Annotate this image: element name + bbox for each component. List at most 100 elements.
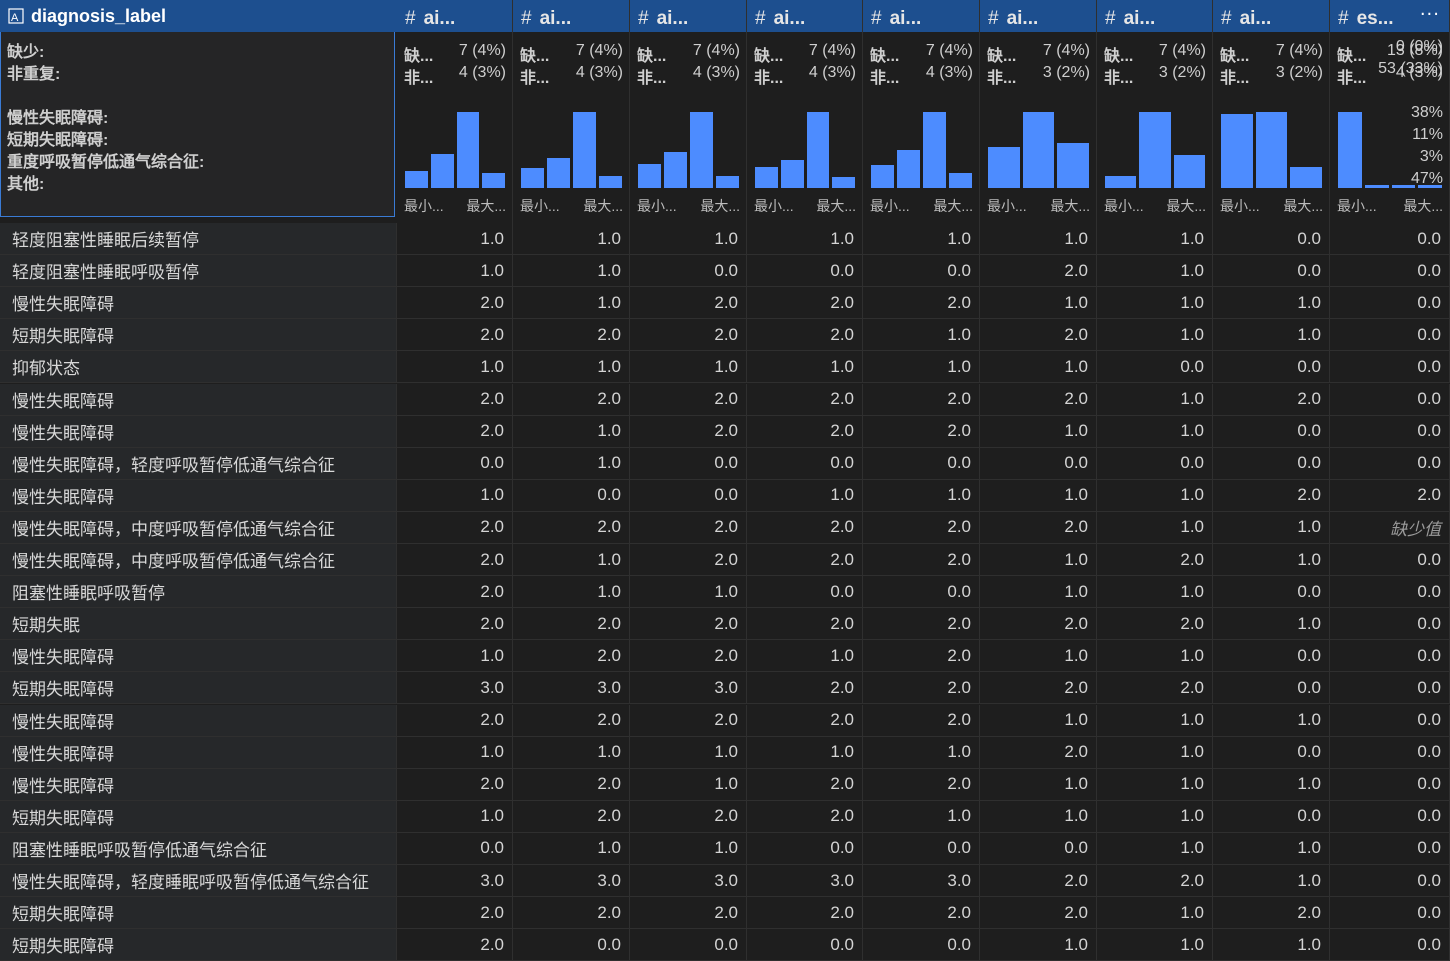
- diagnosis-label-cell[interactable]: 慢性失眠障碍: [0, 415, 397, 448]
- value-cell[interactable]: 2.0: [513, 511, 630, 544]
- value-cell[interactable]: 1.0: [863, 479, 980, 512]
- value-cell[interactable]: 1.0: [863, 319, 980, 352]
- value-cell[interactable]: 2.0: [747, 544, 863, 576]
- value-cell[interactable]: 2.0: [397, 576, 513, 609]
- value-cell[interactable]: 0.0: [747, 832, 863, 865]
- table-row[interactable]: 慢性失眠障碍 2.0 2.0 1.0 2.0 2.0 1.0 1.0 1.0 0.0: [0, 768, 1450, 801]
- column-title[interactable]: # ai...: [988, 8, 1038, 30]
- value-cell[interactable]: 2.0: [863, 704, 980, 737]
- column-title[interactable]: # ai...: [871, 8, 921, 30]
- value-cell[interactable]: 2.0: [397, 768, 513, 801]
- value-cell[interactable]: 2.0: [397, 704, 513, 737]
- value-cell[interactable]: 1.0: [747, 223, 863, 255]
- diagnosis-label-cell[interactable]: 慢性失眠障碍: [0, 736, 397, 769]
- value-cell[interactable]: 2.0: [513, 319, 630, 352]
- value-cell[interactable]: 1.0: [1097, 415, 1213, 448]
- table-row[interactable]: 短期失眠障碍 1.0 2.0 2.0 2.0 1.0 1.0 1.0 0.0 0.0: [0, 800, 1450, 833]
- value-cell[interactable]: 0.0: [980, 447, 1097, 480]
- column-title[interactable]: # ai...: [755, 8, 805, 30]
- diagnosis-label-cell[interactable]: 短期失眠障碍: [0, 929, 397, 961]
- value-cell[interactable]: 1.0: [1097, 319, 1213, 352]
- value-cell[interactable]: 2.0: [1097, 544, 1213, 576]
- value-cell[interactable]: 2.0: [1213, 479, 1330, 512]
- value-cell[interactable]: 0.0: [1213, 672, 1330, 705]
- value-cell[interactable]: 2.0: [980, 608, 1097, 641]
- value-cell[interactable]: 2.0: [397, 929, 513, 961]
- histogram-bar[interactable]: [1139, 112, 1171, 188]
- value-cell[interactable]: 1.0: [980, 768, 1097, 801]
- value-cell[interactable]: 1.0: [1213, 929, 1330, 961]
- diagnosis-label-cell[interactable]: 短期失眠障碍: [0, 800, 397, 833]
- column-title[interactable]: # ai...: [1105, 8, 1155, 30]
- missing-value-cell[interactable]: 缺少值: [1330, 511, 1450, 544]
- value-cell[interactable]: 2.0: [747, 672, 863, 705]
- histogram-bar[interactable]: [988, 146, 1020, 188]
- histogram-bar[interactable]: [599, 175, 622, 188]
- value-cell[interactable]: 2.0: [397, 383, 513, 416]
- column-header[interactable]: # ai... 缺... 7 (4%) 非... 4 (3%) 最小... 最大...: [863, 0, 980, 223]
- table-row[interactable]: 短期失眠障碍 2.0 0.0 0.0 0.0 0.0 1.0 1.0 1.0 0.0: [0, 929, 1450, 961]
- value-cell[interactable]: 0.0: [1213, 800, 1330, 833]
- value-cell[interactable]: 0.0: [1330, 672, 1450, 705]
- value-cell[interactable]: 2.0: [397, 608, 513, 641]
- value-cell[interactable]: 1.0: [513, 255, 630, 288]
- value-cell[interactable]: 1.0: [747, 479, 863, 512]
- value-cell[interactable]: 0.0: [1330, 287, 1450, 320]
- value-cell[interactable]: 1.0: [1097, 287, 1213, 320]
- value-cell[interactable]: 1.0: [1213, 768, 1330, 801]
- histogram-bar[interactable]: [806, 112, 830, 188]
- value-cell[interactable]: 1.0: [513, 223, 630, 255]
- value-cell[interactable]: 2.0: [747, 319, 863, 352]
- value-cell[interactable]: 2.0: [863, 672, 980, 705]
- histogram[interactable]: [1338, 108, 1442, 188]
- value-cell[interactable]: 0.0: [747, 447, 863, 480]
- diagnosis-label-cell[interactable]: 短期失眠障碍: [0, 672, 397, 705]
- diagnosis-label-cell[interactable]: 慢性失眠障碍，轻度睡眠呼吸暂停低通气综合征: [0, 865, 397, 897]
- value-cell[interactable]: 2.0: [1097, 865, 1213, 897]
- diagnosis-label-cell[interactable]: 阻塞性睡眠呼吸暂停低通气综合征: [0, 832, 397, 865]
- histogram[interactable]: [988, 108, 1089, 188]
- column-header[interactable]: # es... 缺... 13 (8%) 非... 4 (3%) 最小... 最大...: [1330, 0, 1450, 223]
- column-header[interactable]: # ai... 缺... 7 (4%) 非... 4 (3%) 最小... 最大...: [630, 0, 747, 223]
- table-row[interactable]: 慢性失眠障碍，中度呼吸暂停低通气综合征 2.0 1.0 2.0 2.0 2.0 1.0 2.0…: [0, 544, 1450, 576]
- diagnosis-label-cell[interactable]: 慢性失眠障碍: [0, 640, 397, 673]
- value-cell[interactable]: 3.0: [513, 672, 630, 705]
- value-cell[interactable]: 2.0: [980, 255, 1097, 288]
- table-row[interactable]: 轻度阻塞性睡眠后续暂停 1.0 1.0 1.0 1.0 1.0 1.0 1.0 0.0 0.0: [0, 223, 1450, 255]
- value-cell[interactable]: 1.0: [747, 736, 863, 769]
- value-cell[interactable]: 1.0: [863, 736, 980, 769]
- value-cell[interactable]: 0.0: [1330, 929, 1450, 961]
- value-cell[interactable]: 0.0: [1097, 447, 1213, 480]
- value-cell[interactable]: 2.0: [630, 640, 747, 673]
- column-header-diagnosis-label[interactable]: A diagnosis_label ··· 缺少: 0 (0%) 非重复: 53…: [0, 0, 1450, 217]
- value-cell[interactable]: 3.0: [747, 865, 863, 897]
- histogram-bar[interactable]: [923, 112, 946, 188]
- diagnosis-label-cell[interactable]: 阻塞性睡眠呼吸暂停: [0, 576, 397, 609]
- value-cell[interactable]: 0.0: [630, 255, 747, 288]
- table-row[interactable]: 阻塞性睡眠呼吸暂停低通气综合征 0.0 1.0 1.0 0.0 0.0 0.0 1.0 1.0 0…: [0, 832, 1450, 865]
- value-cell[interactable]: 2.0: [980, 319, 1097, 352]
- value-cell[interactable]: 1.0: [1097, 736, 1213, 769]
- histogram-bar[interactable]: [521, 168, 544, 188]
- value-cell[interactable]: 2.0: [397, 287, 513, 320]
- table-row[interactable]: 慢性失眠障碍 1.0 0.0 0.0 1.0 1.0 1.0 1.0 2.0 2.0: [0, 479, 1450, 512]
- value-cell[interactable]: 1.0: [513, 447, 630, 480]
- diagnosis-label-cell[interactable]: 慢性失眠障碍，中度呼吸暂停低通气综合征: [0, 511, 397, 544]
- value-cell[interactable]: 2.0: [747, 800, 863, 833]
- value-cell[interactable]: 2.0: [630, 415, 747, 448]
- value-cell[interactable]: 0.0: [1330, 383, 1450, 416]
- column-title[interactable]: # ai...: [521, 8, 571, 30]
- histogram-bar[interactable]: [1290, 167, 1322, 188]
- value-cell[interactable]: 1.0: [863, 351, 980, 384]
- value-cell[interactable]: 0.0: [1213, 351, 1330, 384]
- column-header[interactable]: # ai... 缺... 7 (4%) 非... 3 (2%) 最小... 最大...: [980, 0, 1097, 223]
- value-cell[interactable]: 2.0: [630, 383, 747, 416]
- value-cell[interactable]: 2.0: [397, 415, 513, 448]
- value-cell[interactable]: 1.0: [747, 640, 863, 673]
- value-cell[interactable]: 1.0: [1097, 479, 1213, 512]
- diagnosis-label-cell[interactable]: 短期失眠障碍: [0, 897, 397, 930]
- value-cell[interactable]: 0.0: [1330, 640, 1450, 673]
- table-row[interactable]: 慢性失眠障碍 1.0 2.0 2.0 1.0 2.0 1.0 1.0 0.0 0.0: [0, 640, 1450, 673]
- diagnosis-label-cell[interactable]: 慢性失眠障碍: [0, 287, 397, 320]
- value-cell[interactable]: 1.0: [513, 832, 630, 865]
